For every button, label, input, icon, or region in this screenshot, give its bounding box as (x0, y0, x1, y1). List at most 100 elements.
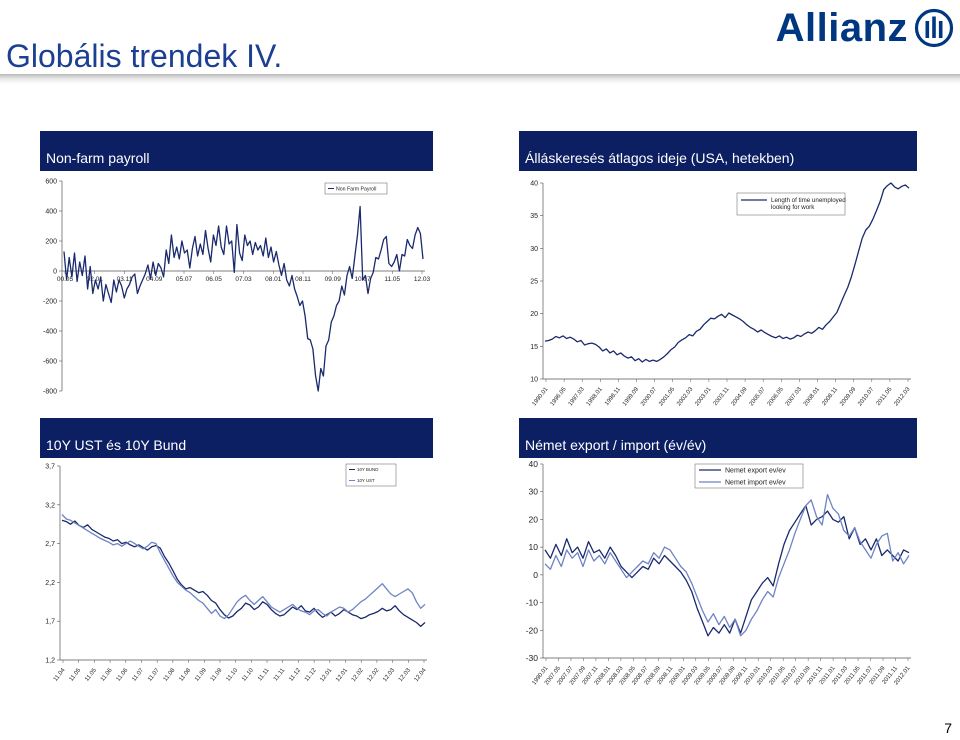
nfp-x-tick-label: 06.05 (206, 276, 223, 283)
bonds-x-tick-label: 12.04 (414, 667, 428, 683)
trade-chart-svg: 403020100-10-20-301990.012007.052007.072… (526, 459, 912, 686)
nfp-x-tick-label: 07.03 (235, 276, 252, 283)
trade-y-tick-label: 0 (533, 570, 538, 580)
unemp-x-tick-label: 2005.07 (749, 386, 767, 407)
bonds-x-tick-label: 11.08 (178, 667, 192, 683)
bonds-y-tick-label: 3,7 (45, 463, 55, 470)
unemp-x-tick-label: 2000.07 (640, 386, 658, 407)
nfp-x-tick-label: 05.07 (176, 276, 193, 283)
unemp-y-tick-label: 15 (530, 344, 538, 351)
unemp-legend-label: Length of time unemployed looking for wor… (771, 197, 846, 211)
nfp-x-tick-label: 08.11 (295, 276, 311, 283)
nfp-series-1-line (63, 205, 424, 392)
bonds-y-tick-label: 1,7 (45, 619, 55, 626)
bonds-x-tick-label: 11.10 (226, 667, 240, 683)
bonds-x-tick-label: 12.02 (351, 667, 365, 683)
nfp-legend-box (324, 182, 388, 195)
trade-series-1-line (544, 504, 910, 637)
nfp-x-tick-label: 02.01 (87, 276, 104, 283)
nfp-x-tick-label: 00.05 (57, 276, 74, 283)
trade-legend-label: Nemet export ev/ev (725, 467, 786, 474)
bonds-x-tick-label: 11.09 (210, 667, 224, 683)
nfp-x-tick-label: 03.11 (117, 276, 133, 283)
nfp-y-tick-label: -200 (43, 298, 57, 305)
unemp-x-tick-label: 2001.05 (658, 386, 676, 407)
unemp-x-tick-label: 1998.01 (586, 386, 604, 407)
unemp-x-tick-label: 2003.11 (713, 386, 731, 407)
nfp-y-tick-label: 0 (53, 268, 57, 275)
brand-logo: Allianz (776, 4, 954, 52)
bonds-y-tick-label: 3,2 (45, 502, 55, 509)
page-number: 7 (944, 720, 952, 736)
nfp-panel-header: Non-farm payroll (40, 131, 433, 171)
unemp-x-tick-label: 2011.05 (876, 386, 894, 407)
bonds-x-tick-label: 11.06 (100, 667, 114, 683)
bonds-series-2-line (61, 514, 426, 620)
bonds-x-tick-label: 12.03 (382, 667, 396, 683)
trade-chart: 40 30 20 10 0 -10 -20 -30 1990.01 2007.05 2007.07 2… (519, 458, 917, 693)
nfp-chart: 600 400 200 0 -200 -400 -600 -800 00.05 02.01 03.1… (40, 171, 433, 416)
bonds-x-tick-label: 11.05 (69, 667, 83, 683)
bonds-legend-label: 10Y UST (357, 478, 375, 483)
trade-panel-header: Német export / import (év/év) (519, 418, 917, 458)
brand-wordmark: Allianz (775, 5, 908, 50)
nfp-y-tick-label: 200 (45, 238, 57, 245)
nfp-x-tick-label: 11.05 (384, 276, 400, 283)
trade-y-tick-label: -30 (526, 653, 539, 663)
trade-y-tick-label: -10 (526, 598, 539, 608)
unemp-y-tick-label: 30 (530, 246, 538, 253)
bonds-x-tick-label: 11.07 (147, 667, 161, 683)
bonds-panel-header: 10Y UST és 10Y Bund (40, 418, 433, 458)
bonds-chart: 3,7 3,2 2,7 2,2 1,7 1,2 11.04 11.05 11.05 11.06 11… (40, 458, 433, 693)
nfp-x-tick-label: 08.01 (265, 276, 282, 283)
bonds-legend-label: 10Y BUND (357, 467, 378, 472)
unemp-x-tick-label: 2006.05 (767, 386, 785, 407)
unemp-panel-header: Álláskeresés átlagos ideje (USA, hetekbe… (519, 131, 917, 171)
bonds-x-tick-label: 11.12 (288, 667, 302, 683)
unemp-x-tick-label: 2009.09 (839, 386, 857, 407)
trade-legend-box (694, 463, 804, 489)
nfp-y-tick-label: -600 (43, 358, 57, 365)
bonds-x-tick-label: 11.09 (194, 667, 208, 683)
unemp-x-tick-label: 2008.11 (821, 386, 839, 407)
nfp-y-tick-label: -800 (43, 388, 57, 395)
bonds-x-tick-label: 12.03 (398, 667, 412, 683)
eagle-logo-icon (914, 8, 954, 48)
unemp-x-tick-label: 1990.01 (531, 386, 549, 407)
bonds-y-tick-label: 2,7 (45, 541, 55, 548)
trade-legend-label: Nemet import ev/ev (725, 479, 786, 486)
unemp-chart: 40 35 30 25 20 15 10 1990.01 1996.05 1997.03 1998.… (519, 171, 917, 416)
unemp-y-tick-label: 35 (530, 213, 538, 220)
bonds-x-tick-label: 11.06 (116, 667, 130, 683)
bonds-x-tick-label: 11.12 (304, 667, 318, 683)
trade-y-tick-label: -20 (526, 625, 539, 635)
bonds-x-tick-label: 11.05 (84, 667, 98, 683)
unemp-y-tick-label: 10 (530, 376, 538, 383)
bonds-x-tick-label: 11.08 (163, 667, 177, 683)
unemp-series-1-line (544, 182, 910, 363)
bonds-x-tick-label: 12.01 (319, 667, 333, 683)
nfp-x-tick-label: 12.03 (414, 276, 431, 283)
trade-series-2-line (544, 493, 910, 637)
nfp-y-tick-label: -400 (43, 328, 57, 335)
bonds-y-tick-label: 2,2 (45, 580, 55, 587)
nfp-chart-svg: 600 400 200 0 -200 -400 -600 -800 00.05 02.01 03.1… (43, 178, 431, 395)
trade-y-tick-label: 30 (529, 487, 539, 497)
unemp-x-tick-label: 1997.03 (568, 386, 586, 407)
nfp-legend-label: Non Farm Payroll (336, 186, 376, 192)
bonds-x-tick-label: 11.11 (273, 667, 287, 682)
unemp-y-tick-label: 25 (530, 278, 538, 285)
header-divider (0, 74, 960, 84)
bonds-y-tick-label: 1,2 (45, 657, 55, 664)
bonds-x-tick-label: 11.10 (241, 667, 255, 683)
trade-y-tick-label: 20 (529, 514, 539, 524)
unemp-x-tick-label: 2007.03 (785, 386, 803, 407)
unemp-x-tick-label: 2008.01 (803, 386, 821, 407)
nfp-x-tick-label: 09.09 (325, 276, 342, 283)
unemp-y-tick-label: 20 (530, 311, 538, 318)
unemp-x-tick-label: 2003.01 (694, 386, 712, 407)
bonds-legend-box (345, 463, 397, 487)
page-title: Globális trendek IV. (6, 38, 283, 74)
unemp-x-tick-label: 1996.05 (550, 386, 568, 407)
unemp-x-tick-label: 2012.03 (893, 386, 911, 407)
